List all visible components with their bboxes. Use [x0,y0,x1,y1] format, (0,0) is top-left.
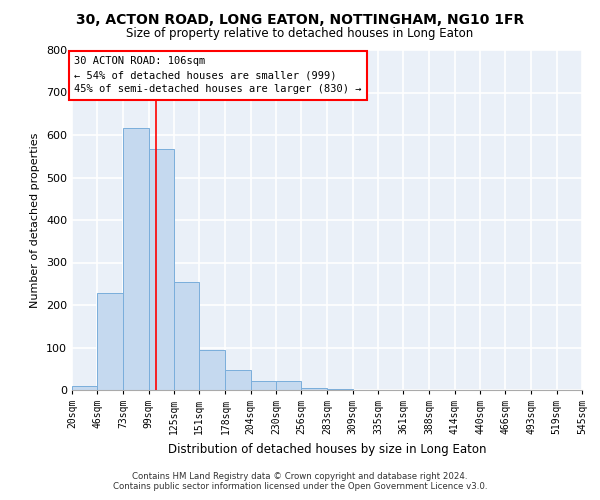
Bar [328,389,353,390]
Bar [276,380,301,390]
Bar [251,380,276,390]
Bar [97,293,124,390]
Text: 30, ACTON ROAD, LONG EATON, NOTTINGHAM, NG10 1FR: 30, ACTON ROAD, LONG EATON, NOTTINGHAM, … [76,12,524,26]
Y-axis label: Number of detached properties: Number of detached properties [31,132,40,308]
Bar [174,282,199,390]
Bar [226,370,251,390]
Bar [149,149,174,390]
Bar [301,388,328,390]
Bar [72,386,97,390]
Text: 30 ACTON ROAD: 106sqm
← 54% of detached houses are smaller (999)
45% of semi-det: 30 ACTON ROAD: 106sqm ← 54% of detached … [74,56,361,94]
Bar [124,128,149,390]
Bar [199,350,226,390]
Text: Size of property relative to detached houses in Long Eaton: Size of property relative to detached ho… [127,28,473,40]
Text: Contains HM Land Registry data © Crown copyright and database right 2024.
Contai: Contains HM Land Registry data © Crown c… [113,472,487,491]
X-axis label: Distribution of detached houses by size in Long Eaton: Distribution of detached houses by size … [168,442,486,456]
